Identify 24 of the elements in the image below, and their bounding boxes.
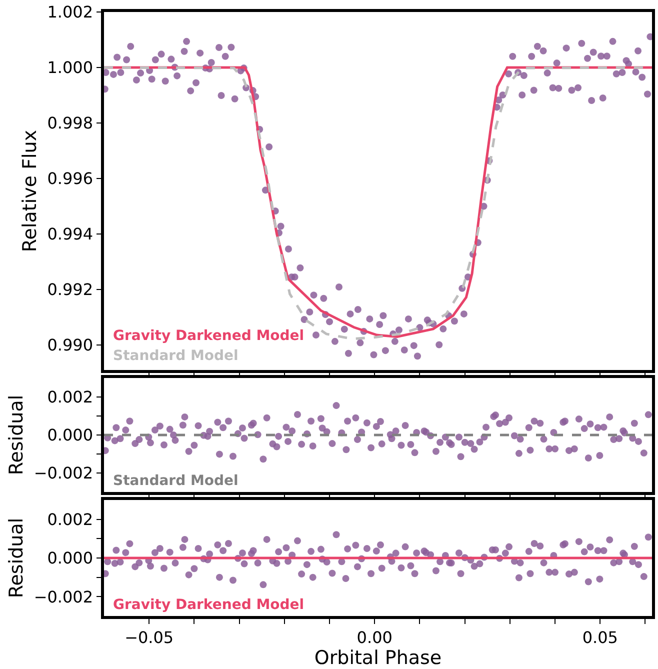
y-tick-label: 1.000 xyxy=(47,58,94,78)
y-tick-label: 0.992 xyxy=(47,280,94,300)
y-axis-title: Residual xyxy=(6,518,28,598)
text: Gravity Darkened Model xyxy=(113,597,304,613)
text: Standard Model xyxy=(113,473,238,489)
x-tick-label: 0.05 xyxy=(582,628,618,647)
y-axis-title: Residual xyxy=(6,394,28,476)
x-axis-title: Orbital Phase xyxy=(314,646,442,669)
y-tick-label: 0.998 xyxy=(47,114,94,133)
y-tick-label: 1.002 xyxy=(47,2,94,22)
y-tick-label: 0.002 xyxy=(47,388,94,407)
y-tick-label: 0.002 xyxy=(47,510,94,529)
text: Standard Model xyxy=(113,348,238,364)
x-tick-label: 0.00 xyxy=(356,628,392,647)
y-tick-label: −0.002 xyxy=(34,587,94,606)
y-tick-label: 0.000 xyxy=(47,548,94,568)
x-tick-label: −0.05 xyxy=(124,628,174,647)
y-axis-title: Relative Flux xyxy=(19,130,42,252)
y-tick-label: −0.002 xyxy=(34,464,94,483)
series-label: Gravity Darkened Model xyxy=(113,328,304,344)
y-tick-label: 0.994 xyxy=(47,224,94,244)
y-tick-label: 0.990 xyxy=(47,336,94,355)
y-tick-label: 0.996 xyxy=(47,169,94,188)
y-tick-label: 0.000 xyxy=(47,426,94,445)
